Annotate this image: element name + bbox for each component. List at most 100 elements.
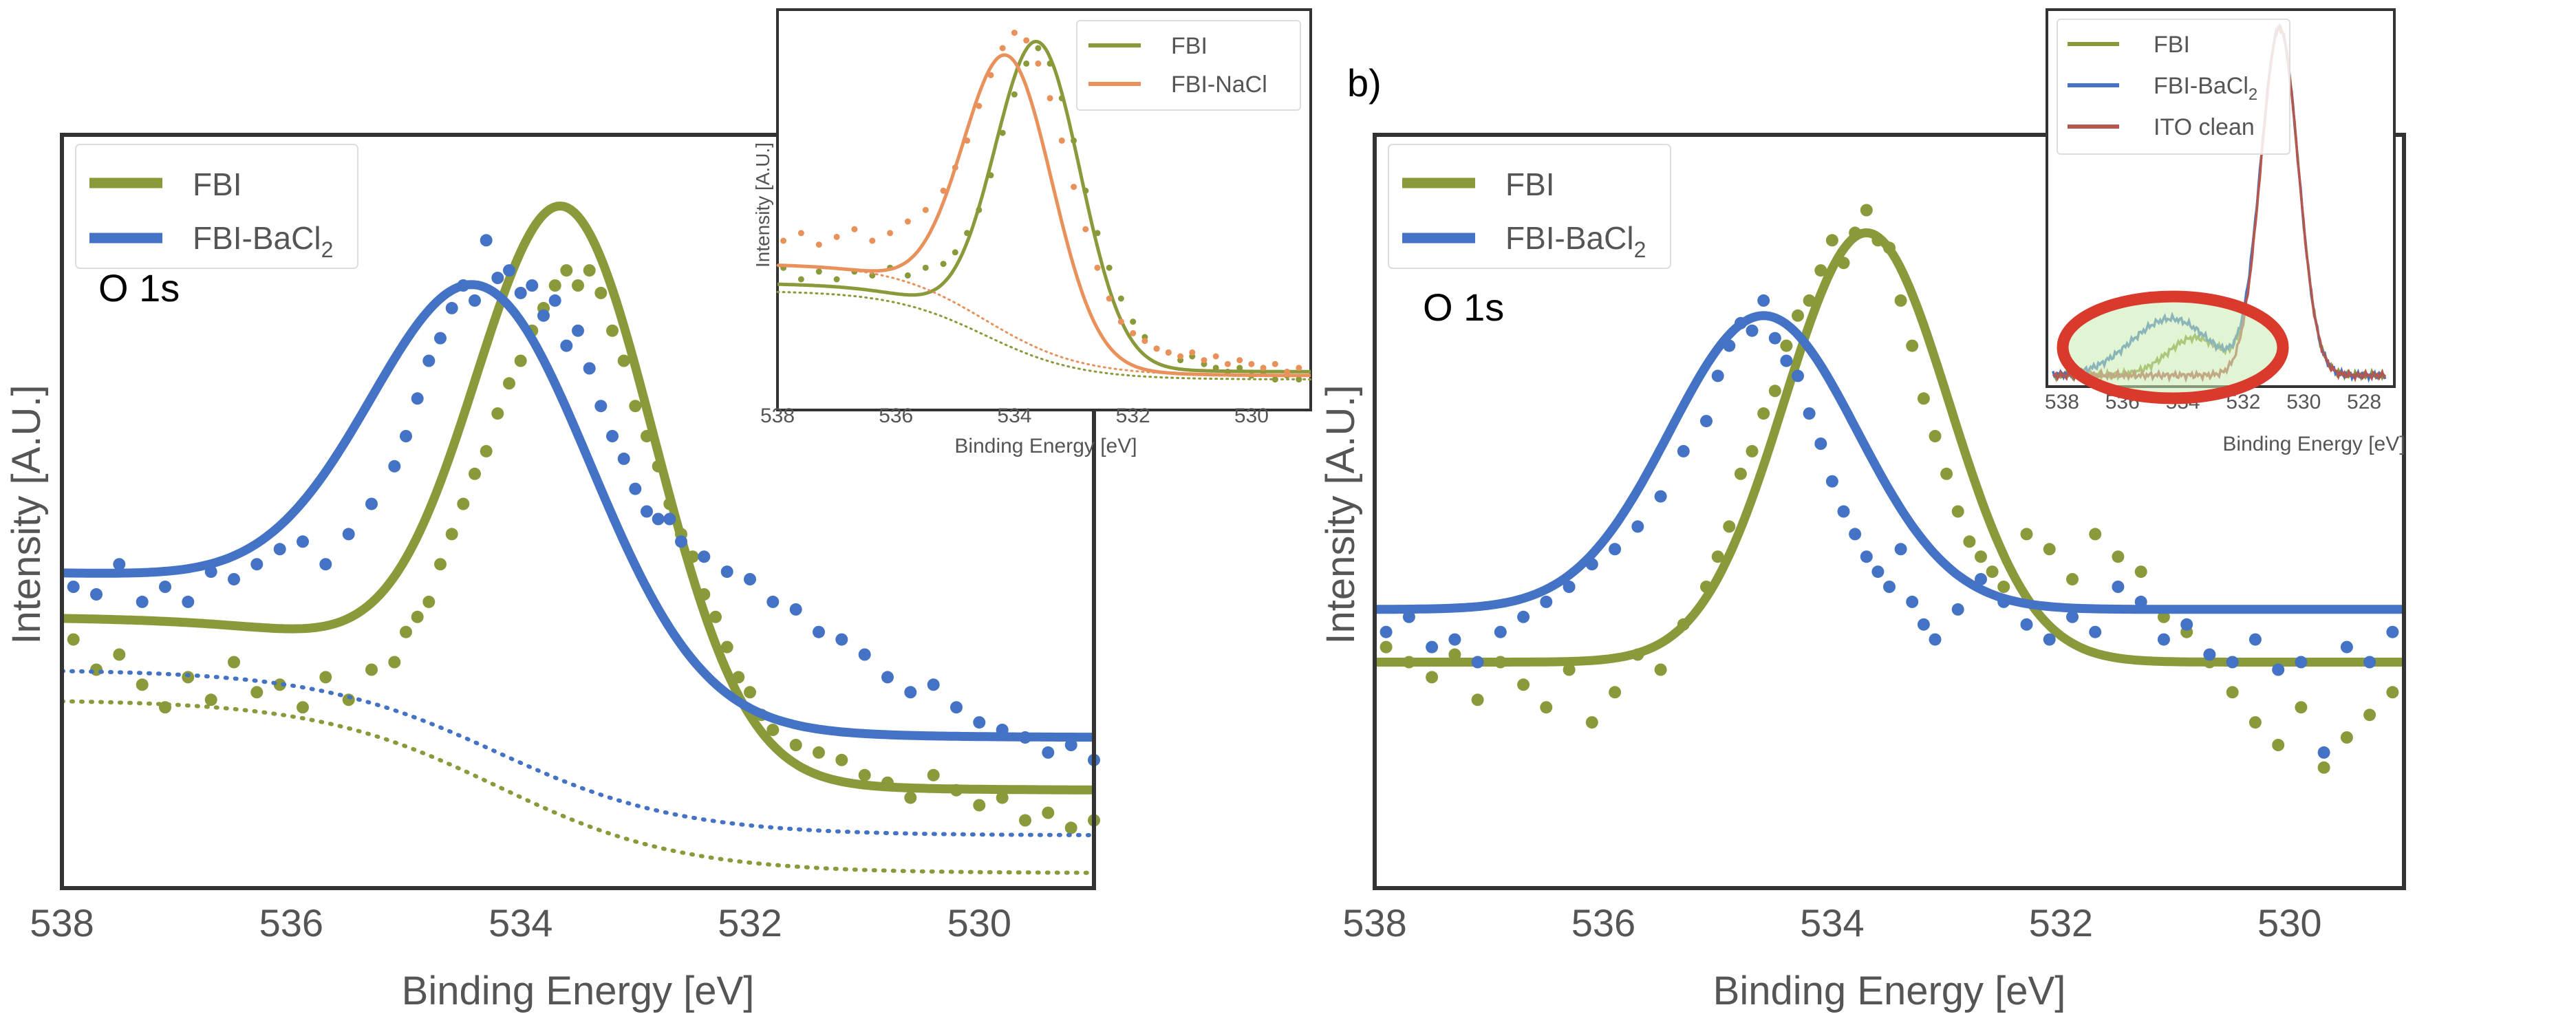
a-inset-fbi-point — [940, 261, 947, 268]
panel-a-inset-x-label: Binding Energy [eV] — [954, 435, 1137, 457]
panel-a-main-legend: FBI FBI-BaCl2 — [75, 144, 358, 269]
a-inset-fbi-nacl-point — [1165, 349, 1172, 356]
b-main-fbi-point — [1860, 204, 1873, 217]
a-main-fbi-point — [594, 286, 608, 299]
a-main-fbi-point — [973, 799, 986, 812]
b-main-fbi-point — [1734, 467, 1747, 480]
b-main-fbi-point — [1585, 716, 1598, 729]
b-main-fbi-point — [1768, 385, 1781, 398]
a-main-fbi-bacl2-point — [159, 581, 171, 593]
a-inset-fbi-nacl-point — [1023, 37, 1030, 44]
b-main-fbi-point — [1780, 339, 1793, 352]
b-main-fbi-point — [1929, 430, 1942, 442]
a-inset-fbi-fit-line — [777, 39, 1311, 374]
b-inset-tick-label: 538 — [2045, 391, 2079, 413]
a-main-fbi-bacl2-point — [480, 234, 493, 247]
b-main-fbi-point — [1517, 678, 1530, 691]
a-inset-fbi-nacl-point — [976, 102, 983, 109]
a-main-fbi-point — [457, 497, 470, 510]
a-inset-fbi-nacl-point — [904, 218, 911, 225]
a-inset-fbi-point — [1011, 91, 1018, 98]
b-main-fbi-bacl2-point — [1757, 294, 1770, 307]
a-main-fbi-bacl2-point — [537, 309, 550, 322]
a-main-fbi-bacl2-point — [113, 558, 126, 571]
panel-b-main-x-label: Binding Energy [eV] — [1713, 969, 2066, 1013]
b-main-fbi-point — [1711, 550, 1724, 563]
b-main-fbi-bacl2-point — [1654, 490, 1667, 503]
panel-a-main-x-label: Binding Energy [eV] — [402, 969, 755, 1013]
a-main-fbi-bacl2-point — [67, 581, 80, 593]
b-main-fbi-bacl2-point — [1426, 640, 1439, 654]
a-main-tick-label: 536 — [259, 901, 323, 945]
b-main-fbi-point — [1746, 444, 1759, 457]
a-inset-fbi-nacl-point — [780, 237, 787, 244]
b-main-fbi-bacl2-point — [1849, 528, 1862, 541]
a-main-fbi-point — [904, 791, 917, 804]
a-main-fbi-bacl2-point — [469, 294, 481, 307]
panel-b-inset-legend-box — [2057, 19, 2290, 155]
a-main-fbi-point — [113, 648, 126, 661]
a-inset-fbi-nacl-point — [1094, 264, 1101, 271]
b-main-fbi-bacl2-point — [1471, 656, 1484, 669]
a-main-fbi-point — [927, 768, 940, 781]
a-main-fbi-background-line — [60, 699, 1096, 875]
b-main-fbi-point — [1997, 581, 2010, 593]
b-main-fbi-bacl2-point — [1448, 633, 1461, 646]
a-inset-fbi-point — [1130, 319, 1137, 325]
b-main-fbi-point — [1951, 505, 1964, 518]
a-main-tick-label: 534 — [489, 901, 552, 945]
a-main-fbi-bacl2-point — [617, 452, 630, 465]
a-main-fbi-bacl2-point — [445, 301, 458, 314]
a-inset-fbi-point — [1271, 376, 1278, 383]
b-main-fbi-bacl2-point — [2248, 633, 2262, 646]
b-main-fbi-bacl2-point — [2157, 633, 2170, 646]
a-main-fbi-bacl2-point — [629, 482, 642, 495]
a-main-fbi-bacl2-point — [744, 573, 756, 585]
b-main-fbi-point — [2317, 761, 2330, 774]
b-main-fbi-point — [1814, 264, 1827, 277]
b-main-fbi-point — [1654, 663, 1667, 676]
b-main-fbi-point — [2066, 573, 2079, 585]
b-main-fbi-bacl2-fit-line — [1373, 311, 2405, 614]
panel-a-inset-legend-box — [1076, 20, 1301, 111]
a-main-fbi-bacl2-point — [136, 595, 149, 608]
a-inset-fbi-nacl-point — [851, 226, 858, 233]
a-main-fbi-bacl2-point — [342, 528, 355, 541]
a-main-fbi-bacl2-point — [813, 625, 825, 638]
b-main-tick-label: 538 — [1342, 901, 1406, 945]
b-main-fbi-point — [1940, 467, 1953, 480]
panel-a-main-data-layer — [60, 202, 1100, 875]
a-inset-fbi-nacl-point — [869, 237, 876, 244]
a-main-fbi-bacl2-point — [548, 294, 561, 307]
a-main-fbi-bacl2-point — [652, 512, 665, 526]
b-inset-tick-label: 528 — [2347, 391, 2381, 413]
panel-a-main-chart: 538 536 534 532 530 Binding Energy [eV] Inte… — [4, 133, 1100, 1013]
b-main-fbi-bacl2-point — [1814, 438, 1827, 450]
a-inset-fbi-nacl-point — [999, 45, 1006, 52]
panel-b-main-legend: FBI FBI-BaCl2 — [1388, 144, 1671, 269]
b-main-fbi-bacl2-point — [1494, 625, 1507, 638]
a-inset-tick-label: 538 — [760, 404, 795, 427]
a-inset-fbi-nacl-point — [1271, 360, 1278, 367]
b-main-fbi-point — [2386, 686, 2399, 699]
b-main-fbi-bacl2-point — [2317, 746, 2330, 759]
b-main-fbi-point — [1894, 294, 1907, 307]
a-inset-fbi-nacl-point — [1224, 360, 1231, 367]
a-main-fbi-bacl2-fit-line — [61, 280, 1095, 742]
highlight-ellipse — [2057, 290, 2289, 404]
b-main-fbi-bacl2-point — [2340, 640, 2353, 654]
b-main-fbi-point — [1757, 407, 1770, 420]
a-main-fbi-point — [1064, 821, 1077, 834]
a-inset-fbi-point — [815, 268, 822, 275]
b-main-fbi-bacl2-point — [1380, 625, 1393, 638]
a-main-fbi-bacl2-point — [835, 633, 848, 646]
b-main-tick-label: 530 — [2257, 901, 2321, 945]
a-inset-fbi-nacl-point — [797, 230, 804, 237]
a-main-fbi-bacl2-point — [560, 339, 573, 352]
a-main-fbi-point — [996, 791, 1009, 804]
a-main-fbi-bacl2-point — [526, 279, 539, 292]
b-main-fbi-point — [1723, 520, 1736, 533]
b-main-fbi-point — [1380, 640, 1393, 654]
a-inset-fbi-nacl-point — [887, 230, 894, 237]
a-inset-fbi-nacl-point — [1260, 365, 1267, 371]
